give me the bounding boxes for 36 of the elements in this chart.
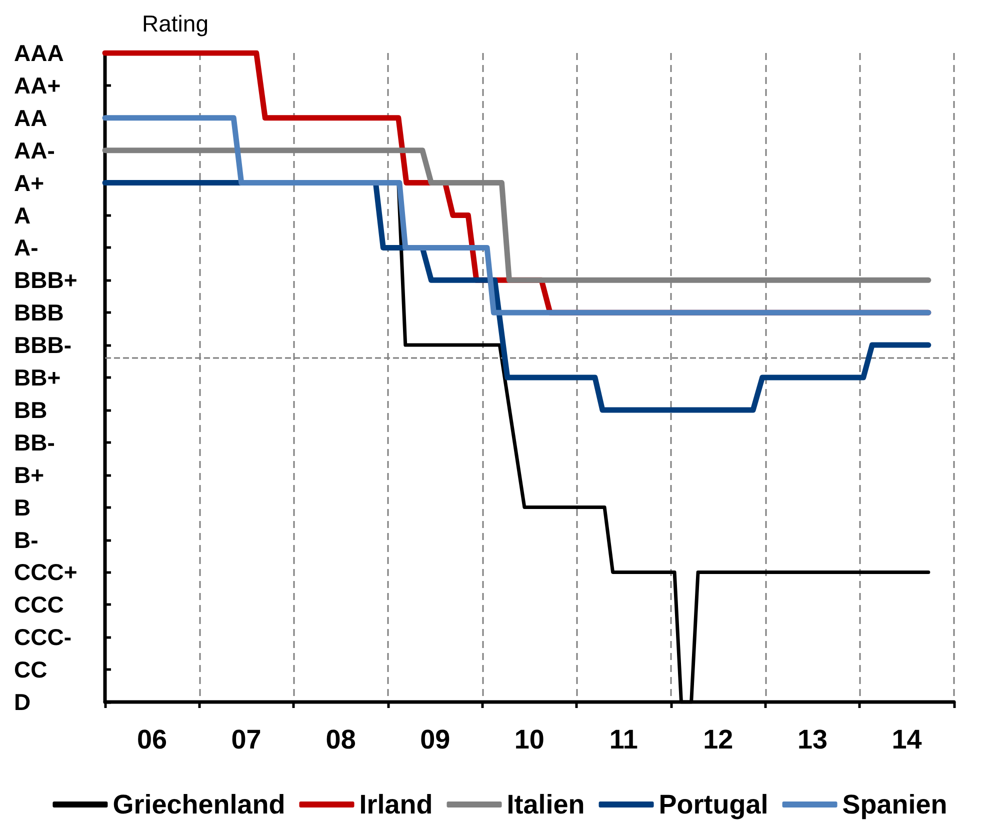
legend-label: Portugal (658, 790, 768, 820)
category-label: BB+ (14, 364, 61, 390)
y-axis-title: Rating (142, 10, 208, 36)
category-label: A- (14, 234, 38, 261)
x-tick-label: 11 (609, 724, 638, 754)
category-label: BBB- (14, 332, 72, 358)
legend-label: Italien (506, 790, 585, 820)
x-tick-label: 13 (797, 724, 828, 754)
category-label: CCC+ (14, 559, 78, 586)
category-label: CC (14, 656, 48, 683)
category-label: AA (14, 104, 48, 131)
category-label: BB (14, 396, 48, 423)
category-label: CCC (14, 592, 64, 618)
legend-label: Irland (359, 790, 433, 820)
category-label: BB- (14, 429, 55, 456)
category-label: B+ (14, 462, 44, 488)
legend-label: Spanien (842, 790, 948, 820)
legend-label: Griechenland (112, 790, 286, 820)
category-label: AA- (14, 137, 55, 164)
x-tick-label: 06 (136, 724, 168, 754)
category-label: A (14, 202, 31, 228)
category-label: B (14, 494, 31, 520)
x-tick-label: 07 (231, 724, 262, 754)
category-label: BBB (14, 300, 64, 326)
category-label: AAA (14, 40, 64, 66)
category-label: A+ (14, 170, 44, 196)
category-label: AA+ (14, 72, 61, 98)
x-tick-label: 12 (703, 724, 734, 754)
category-label: CCC- (14, 624, 72, 650)
x-tick-label: 08 (326, 724, 356, 754)
x-tick-label: 14 (892, 724, 922, 754)
x-tick-label: 10 (514, 724, 544, 754)
category-label: D (14, 689, 31, 715)
category-label: B- (14, 526, 38, 553)
category-label: BBB+ (14, 267, 78, 294)
x-tick-label: 09 (420, 724, 450, 754)
